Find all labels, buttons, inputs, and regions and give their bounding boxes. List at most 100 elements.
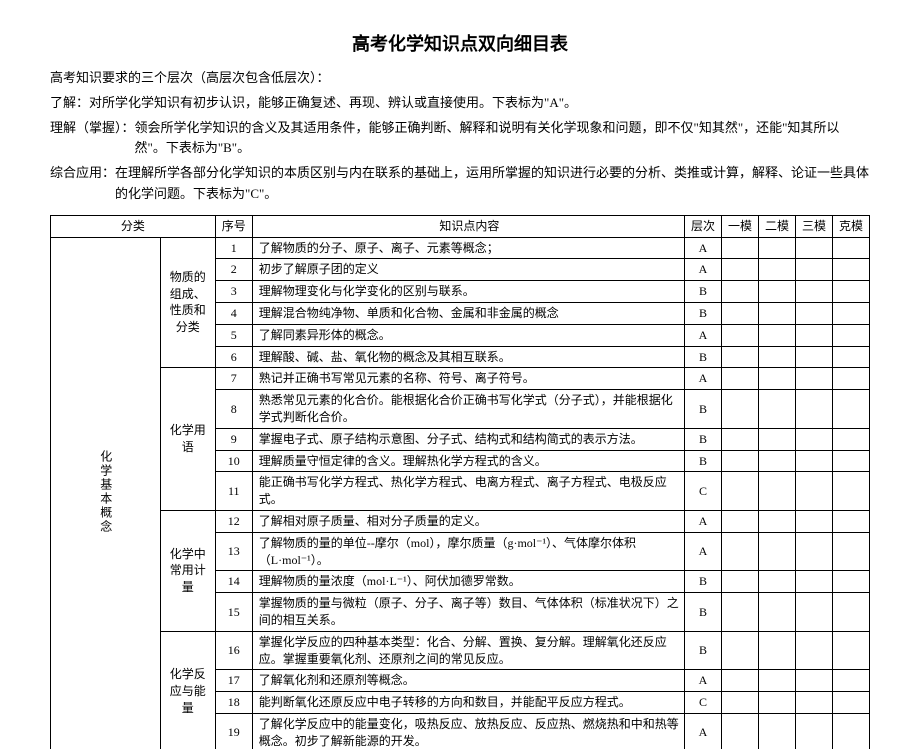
seq-cell: 8 bbox=[215, 390, 252, 429]
level-cell: A bbox=[685, 713, 722, 749]
seq-cell: 6 bbox=[215, 346, 252, 368]
mod-cell bbox=[722, 368, 759, 390]
mod-cell bbox=[833, 324, 870, 346]
content-cell: 理解物理变化与化学变化的区别与联系。 bbox=[252, 281, 684, 303]
mod-cell bbox=[759, 259, 796, 281]
level-cell: B bbox=[685, 593, 722, 632]
mod-cell bbox=[759, 713, 796, 749]
mod-cell bbox=[833, 571, 870, 593]
level-cell: B bbox=[685, 571, 722, 593]
mod-cell bbox=[796, 281, 833, 303]
level-cell: A bbox=[685, 510, 722, 532]
mod-cell bbox=[833, 346, 870, 368]
mod-cell bbox=[759, 346, 796, 368]
seq-cell: 4 bbox=[215, 302, 252, 324]
seq-cell: 7 bbox=[215, 368, 252, 390]
header-modk: 克模 bbox=[833, 215, 870, 237]
knowledge-table: 分类 序号 知识点内容 层次 一模 二模 三模 克模 化学基本概念物质的组成、性… bbox=[50, 215, 870, 749]
mod-cell bbox=[833, 450, 870, 472]
mod-cell bbox=[796, 259, 833, 281]
mod-cell bbox=[833, 259, 870, 281]
sub-category-cell: 化学中常用计量 bbox=[160, 510, 215, 631]
mod-cell bbox=[833, 593, 870, 632]
mod-cell bbox=[796, 472, 833, 511]
mod-cell bbox=[796, 670, 833, 692]
mod-cell bbox=[722, 593, 759, 632]
major-category-cell: 化学基本概念 bbox=[51, 237, 161, 749]
mod-cell bbox=[833, 302, 870, 324]
intro-label: 理解（掌握）： bbox=[50, 118, 135, 160]
seq-cell: 18 bbox=[215, 692, 252, 714]
content-cell: 掌握物质的量与微粒（原子、分子、离子等）数目、气体体积（标准状况下）之间的相互关… bbox=[252, 593, 684, 632]
mod-cell bbox=[833, 472, 870, 511]
seq-cell: 5 bbox=[215, 324, 252, 346]
header-category: 分类 bbox=[51, 215, 216, 237]
mod-cell bbox=[722, 302, 759, 324]
mod-cell bbox=[796, 390, 833, 429]
mod-cell bbox=[722, 571, 759, 593]
mod-cell bbox=[759, 324, 796, 346]
mod-cell bbox=[796, 510, 833, 532]
mod-cell bbox=[722, 450, 759, 472]
content-cell: 初步了解原子团的定义 bbox=[252, 259, 684, 281]
intro-heading: 高考知识要求的三个层次（高层次包含低层次）： bbox=[50, 68, 870, 89]
mod-cell bbox=[759, 510, 796, 532]
table-row: 化学基本概念物质的组成、性质和分类1了解物质的分子、原子、离子、元素等概念；A bbox=[51, 237, 870, 259]
content-cell: 能判断氧化还原反应中电子转移的方向和数目，并能配平反应方程式。 bbox=[252, 692, 684, 714]
level-cell: C bbox=[685, 692, 722, 714]
mod-cell bbox=[722, 532, 759, 571]
content-cell: 了解氧化剂和还原剂等概念。 bbox=[252, 670, 684, 692]
table-row: 化学用语7熟记并正确书写常见元素的名称、符号、离子符号。A bbox=[51, 368, 870, 390]
mod-cell bbox=[759, 428, 796, 450]
mod-cell bbox=[796, 571, 833, 593]
content-cell: 理解混合物纯净物、单质和化合物、金属和非金属的概念 bbox=[252, 302, 684, 324]
content-cell: 了解同素异形体的概念。 bbox=[252, 324, 684, 346]
content-cell: 了解化学反应中的能量变化，吸热反应、放热反应、反应热、燃烧热和中和热等概念。初步… bbox=[252, 713, 684, 749]
level-cell: B bbox=[685, 390, 722, 429]
mod-cell bbox=[796, 428, 833, 450]
table-body: 化学基本概念物质的组成、性质和分类1了解物质的分子、原子、离子、元素等概念；A2… bbox=[51, 237, 870, 749]
level-cell: A bbox=[685, 237, 722, 259]
intro-item: 理解（掌握）： 领会所学化学知识的含义及其适用条件，能够正确判断、解释和说明有关… bbox=[50, 118, 870, 160]
content-cell: 熟悉常见元素的化合价。能根据化合价正确书写化学式（分子式），并能根据化学式判断化… bbox=[252, 390, 684, 429]
mod-cell bbox=[796, 692, 833, 714]
seq-cell: 2 bbox=[215, 259, 252, 281]
mod-cell bbox=[796, 368, 833, 390]
mod-cell bbox=[833, 237, 870, 259]
mod-cell bbox=[796, 237, 833, 259]
level-cell: A bbox=[685, 532, 722, 571]
level-cell: A bbox=[685, 368, 722, 390]
level-cell: B bbox=[685, 302, 722, 324]
seq-cell: 19 bbox=[215, 713, 252, 749]
intro-item: 综合应用： 在理解所学各部分化学知识的本质区别与内在联系的基础上，运用所掌握的知… bbox=[50, 163, 870, 205]
mod-cell bbox=[759, 390, 796, 429]
sub-category-cell: 化学用语 bbox=[160, 368, 215, 511]
mod-cell bbox=[833, 532, 870, 571]
seq-cell: 10 bbox=[215, 450, 252, 472]
mod-cell bbox=[722, 281, 759, 303]
major-category-label: 化学基本概念 bbox=[97, 450, 114, 534]
mod-cell bbox=[833, 713, 870, 749]
sub-category-cell: 化学反应与能量 bbox=[160, 631, 215, 749]
seq-cell: 11 bbox=[215, 472, 252, 511]
seq-cell: 17 bbox=[215, 670, 252, 692]
mod-cell bbox=[722, 510, 759, 532]
mod-cell bbox=[796, 532, 833, 571]
mod-cell bbox=[759, 450, 796, 472]
seq-cell: 15 bbox=[215, 593, 252, 632]
level-cell: B bbox=[685, 346, 722, 368]
header-content: 知识点内容 bbox=[252, 215, 684, 237]
mod-cell bbox=[759, 593, 796, 632]
mod-cell bbox=[722, 428, 759, 450]
level-cell: A bbox=[685, 324, 722, 346]
header-seq: 序号 bbox=[215, 215, 252, 237]
mod-cell bbox=[796, 713, 833, 749]
content-cell: 掌握电子式、原子结构示意图、分子式、结构式和结构简式的表示方法。 bbox=[252, 428, 684, 450]
mod-cell bbox=[722, 472, 759, 511]
mod-cell bbox=[722, 390, 759, 429]
mod-cell bbox=[759, 670, 796, 692]
mod-cell bbox=[833, 670, 870, 692]
mod-cell bbox=[796, 593, 833, 632]
mod-cell bbox=[759, 237, 796, 259]
content-cell: 能正确书写化学方程式、热化学方程式、电离方程式、离子方程式、电极反应式。 bbox=[252, 472, 684, 511]
